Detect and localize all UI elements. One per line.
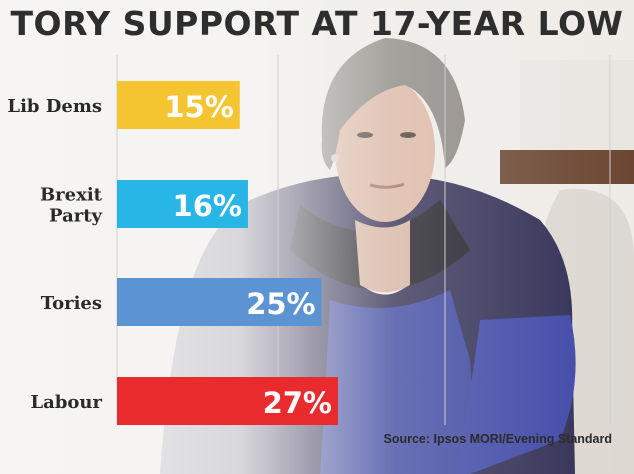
category-label: Labour <box>31 392 103 413</box>
chart-title: TORY SUPPORT AT 17-YEAR LOW <box>10 4 624 43</box>
data-label: 27% <box>263 386 332 420</box>
source-note: Source: Ipsos MORI/Evening Standard <box>383 432 612 446</box>
value-labels: 15% 16% 25% 27% <box>164 90 332 420</box>
bar <box>117 377 338 425</box>
category-label: Lib Dems <box>7 96 102 117</box>
data-label: 15% <box>164 90 233 124</box>
data-label: 16% <box>173 189 242 223</box>
category-label: Brexit <box>40 185 103 206</box>
bar <box>117 180 248 228</box>
data-label: 25% <box>246 287 315 321</box>
bars <box>117 81 338 425</box>
bar <box>117 278 322 326</box>
bar <box>117 81 240 129</box>
category-label: Tories <box>41 293 102 314</box>
category-label: Party <box>49 206 103 227</box>
